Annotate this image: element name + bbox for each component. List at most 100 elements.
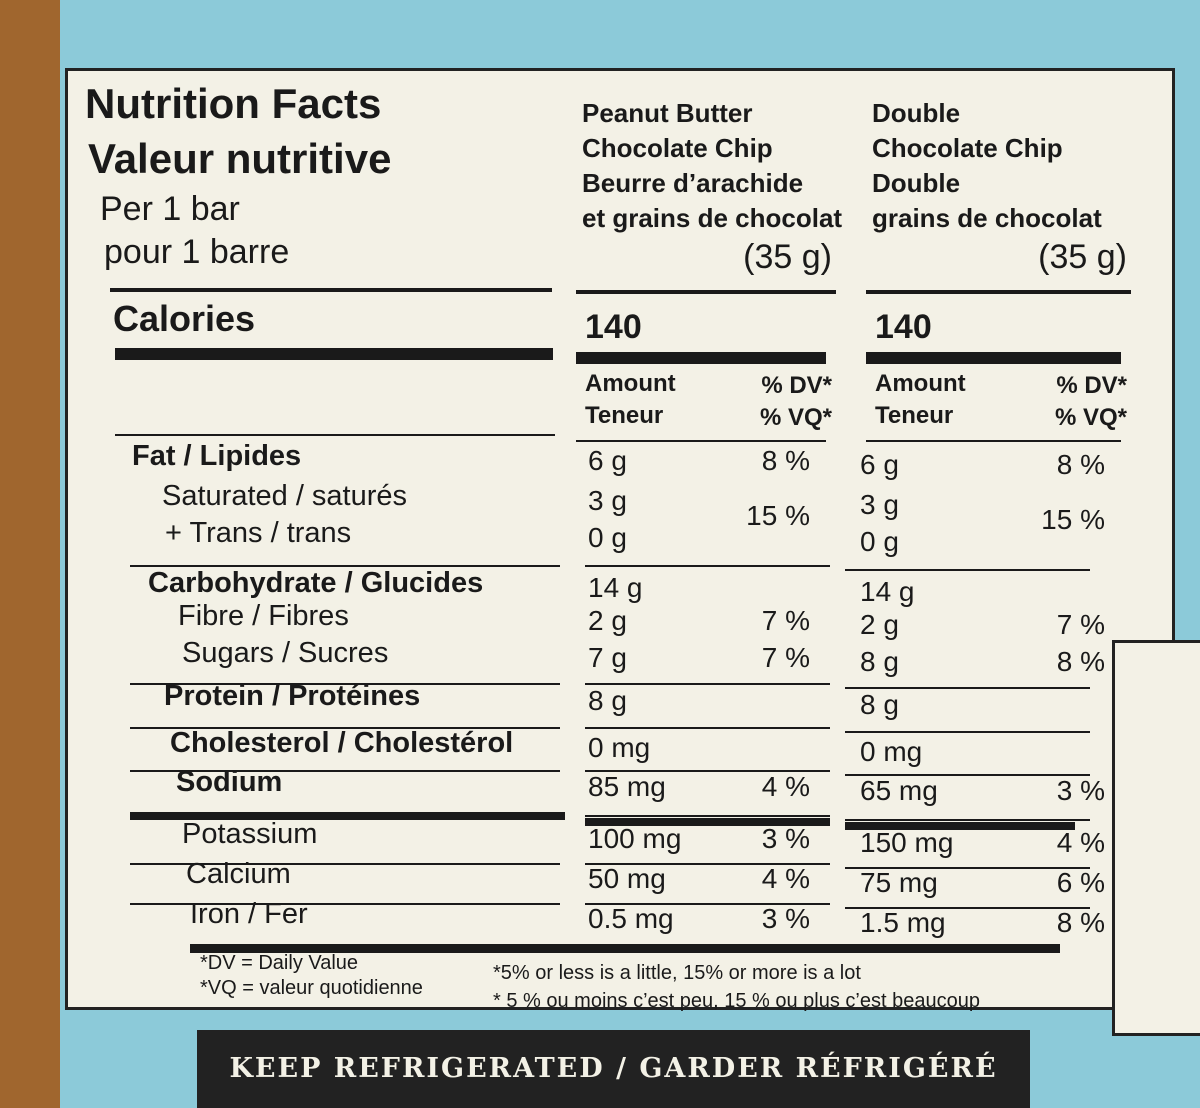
rule (576, 352, 826, 364)
amount: 150 mg (860, 827, 954, 858)
amount: 0 g (860, 526, 899, 557)
product-name: Chocolate Chip (872, 133, 1063, 163)
rule (866, 352, 1121, 364)
rule (585, 683, 830, 685)
daily-value: 4 % (761, 771, 810, 802)
rule (115, 434, 555, 436)
rule (190, 944, 1060, 953)
banner: KEEP REFRIGERATED / GARDER RÉFRIGÉRÉ (197, 1030, 1030, 1108)
amount: 6 g (588, 445, 627, 476)
column-header: % VQ* (759, 404, 832, 431)
amount: 0 g (588, 522, 627, 553)
rule (585, 903, 830, 905)
nutrition-panel (65, 68, 1175, 1010)
amount: 2 g (860, 609, 899, 640)
side-panel (1112, 640, 1200, 1036)
amount: 6 g (860, 449, 899, 480)
product-name: Peanut Butter (582, 98, 753, 128)
rule (130, 683, 560, 685)
serving: pour 1 barre (104, 233, 290, 271)
nutrient-label: Saturated / saturés (162, 480, 408, 512)
amount: 2 g (588, 605, 627, 636)
daily-value: 8 % (761, 445, 810, 476)
amount: 3 g (588, 485, 627, 516)
amount: 1.5 mg (860, 907, 946, 938)
nutrient-label: Protein / Protéines (164, 680, 421, 712)
amount: 8 g (588, 685, 627, 716)
rule (110, 288, 552, 292)
daily-value: 7 % (761, 642, 810, 673)
column-header: % DV* (761, 372, 832, 399)
daily-value: 6 % (1056, 867, 1105, 898)
rule (585, 770, 830, 772)
rule (845, 569, 1090, 571)
nutrient-label: Cholesterol / Cholestérol (170, 727, 514, 759)
rule (130, 727, 560, 729)
rule (130, 565, 560, 567)
calories-value: 140 (585, 308, 642, 346)
daily-value: 15 % (1041, 504, 1105, 535)
nutrient-label: Potassium (182, 818, 318, 850)
footnote: *5% or less is a little, 15% or more is … (493, 962, 861, 984)
rule (130, 903, 560, 905)
serving-size: (35 g) (743, 238, 832, 276)
nutrient-label: Fibre / Fibres (178, 600, 349, 632)
rule (585, 818, 830, 826)
amount: 14 g (588, 572, 643, 603)
product-name: et grains de chocolat (582, 203, 843, 233)
column-header: Amount (875, 370, 966, 397)
daily-value: 7 % (761, 605, 810, 636)
daily-value: 7 % (1056, 609, 1105, 640)
rule (845, 819, 1090, 821)
nutrient-label: Fat / Lipides (132, 440, 302, 472)
footnote: *DV = Daily Value (200, 952, 359, 974)
column-header: % DV* (1056, 372, 1127, 399)
amount: 8 g (860, 646, 899, 677)
rule (130, 812, 565, 820)
amount: 50 mg (588, 863, 666, 894)
serving-size: (35 g) (1038, 238, 1127, 276)
rule (845, 867, 1090, 869)
amount: 3 g (860, 489, 899, 520)
amount: 0 mg (860, 736, 923, 767)
rule (130, 770, 560, 772)
column-header: Amount (585, 370, 676, 397)
footnote: *VQ = valeur quotidienne (200, 977, 423, 999)
title: Valeur nutritive (88, 135, 392, 182)
title: Nutrition Facts (85, 80, 382, 127)
daily-value: 3 % (761, 903, 810, 934)
amount: 0 mg (588, 732, 651, 763)
daily-value: 8 % (1056, 449, 1105, 480)
rule (866, 290, 1131, 294)
amount: 75 mg (860, 867, 938, 898)
daily-value: 4 % (1056, 827, 1105, 858)
rule (115, 348, 553, 360)
calories-label: Calories (113, 298, 256, 339)
rule (845, 774, 1090, 776)
nutrient-label: + Trans / trans (165, 517, 352, 549)
product-name: Double (872, 98, 961, 128)
amount: 85 mg (588, 771, 666, 802)
amount: 14 g (860, 576, 915, 607)
rule (845, 687, 1090, 689)
daily-value: 8 % (1056, 907, 1105, 938)
calories-value: 140 (875, 308, 932, 346)
column-header: Teneur (585, 402, 664, 429)
footnote: * 5 % ou moins c’est peu, 15 % ou plus c… (493, 990, 980, 1012)
amount: 7 g (588, 642, 627, 673)
serving: Per 1 bar (100, 190, 240, 228)
product-name: Beurre d’arachide (582, 168, 804, 198)
product-name: Chocolate Chip (582, 133, 773, 163)
rule (130, 863, 560, 865)
rule (585, 863, 830, 865)
rule (845, 822, 1075, 830)
daily-value: 15 % (746, 500, 810, 531)
rule (576, 290, 836, 294)
amount: 8 g (860, 689, 899, 720)
product-name: Double (872, 168, 961, 198)
rule (585, 815, 830, 817)
column-header: % VQ* (1054, 404, 1127, 431)
amount: 100 mg (588, 823, 682, 854)
product-name: grains de chocolat (872, 203, 1102, 233)
